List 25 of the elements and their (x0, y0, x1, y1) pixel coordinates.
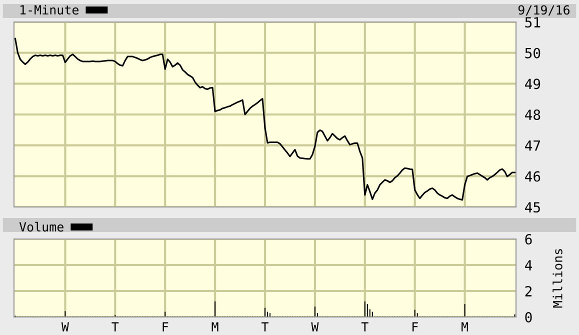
x-tick-label: M (212, 322, 218, 332)
y-tick-label: 2 (525, 286, 532, 296)
x-tick-label: T (112, 322, 119, 332)
legend-label: 1-Minute (20, 4, 78, 15)
x-tick-label: F (162, 322, 168, 332)
y-tick-label: 4 (525, 260, 532, 270)
y-tick-label: 46 (525, 171, 540, 182)
line-series (14, 38, 516, 201)
text: 9/19/16 (518, 5, 570, 16)
y-tick-label: 0 (525, 312, 532, 323)
x-tick-label: W (311, 322, 319, 332)
y-axis-title: Millions (552, 249, 562, 308)
y-tick-label: 45 (525, 202, 540, 213)
x-tick-label: T (262, 322, 268, 332)
y-tick-label: 50 (525, 48, 540, 58)
y-tick-label: 48 (525, 110, 540, 120)
legend-label: Volume (19, 222, 64, 232)
x-tick-label: W (61, 322, 69, 332)
x-tick-label: F (412, 322, 418, 332)
y-tick-label: 6 (525, 234, 532, 245)
y-tick-label: 47 (525, 140, 540, 151)
x-tick-label: M (462, 322, 468, 332)
y-tick-label: 51 (525, 17, 540, 28)
x-tick-label: T (361, 322, 368, 332)
y-tick-label: 49 (525, 78, 540, 90)
